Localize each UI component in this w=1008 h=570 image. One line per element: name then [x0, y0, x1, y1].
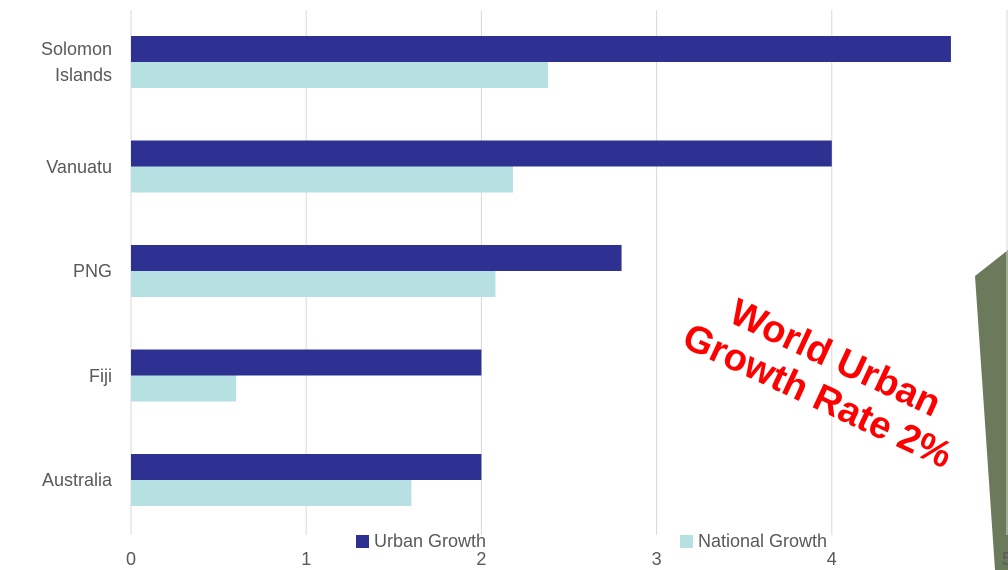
category-label-box: PNG [0, 241, 112, 301]
annotation: World Urban Growth Rate 2% [664, 272, 990, 483]
legend-label: Urban Growth [374, 531, 486, 551]
bar [131, 245, 622, 271]
bar [131, 271, 495, 297]
bar [131, 36, 951, 62]
legend-swatch [356, 535, 369, 548]
bar [131, 62, 548, 88]
x-tick-label: 2 [476, 549, 486, 569]
legend-label: National Growth [698, 531, 827, 551]
bar [131, 480, 411, 506]
category-label-box: Solomon Islands [0, 32, 112, 92]
bar [131, 376, 236, 402]
category-label-box: Australia [0, 450, 112, 510]
x-tick-label: 5 [1002, 549, 1008, 569]
y-tick-label: Solomon Islands [0, 32, 112, 92]
annotation-box: World Urban Growth Rate 2% [661, 272, 989, 489]
x-tick-label: 0 [126, 549, 136, 569]
bar [131, 141, 832, 167]
category-label-box: Fiji [0, 346, 112, 406]
category-label-box: Vanuatu [0, 137, 112, 197]
x-tick-label: 3 [652, 549, 662, 569]
y-tick-label: Vanuatu [0, 137, 112, 197]
bar [131, 350, 481, 376]
bar [131, 454, 481, 480]
bar [131, 167, 513, 193]
chart: 0 1 2 3 4 5 Solomon Islands Vanuatu PNG Fiji Austr… [0, 0, 1008, 570]
y-tick-label: PNG [0, 241, 112, 301]
y-tick-label: Fiji [0, 346, 112, 406]
legend-swatch [680, 535, 693, 548]
annotation-group: World Urban Growth Rate 2% [661, 272, 989, 489]
x-tick-label: 1 [301, 549, 311, 569]
x-tick-label: 4 [827, 549, 837, 569]
y-tick-label: Australia [0, 450, 112, 510]
